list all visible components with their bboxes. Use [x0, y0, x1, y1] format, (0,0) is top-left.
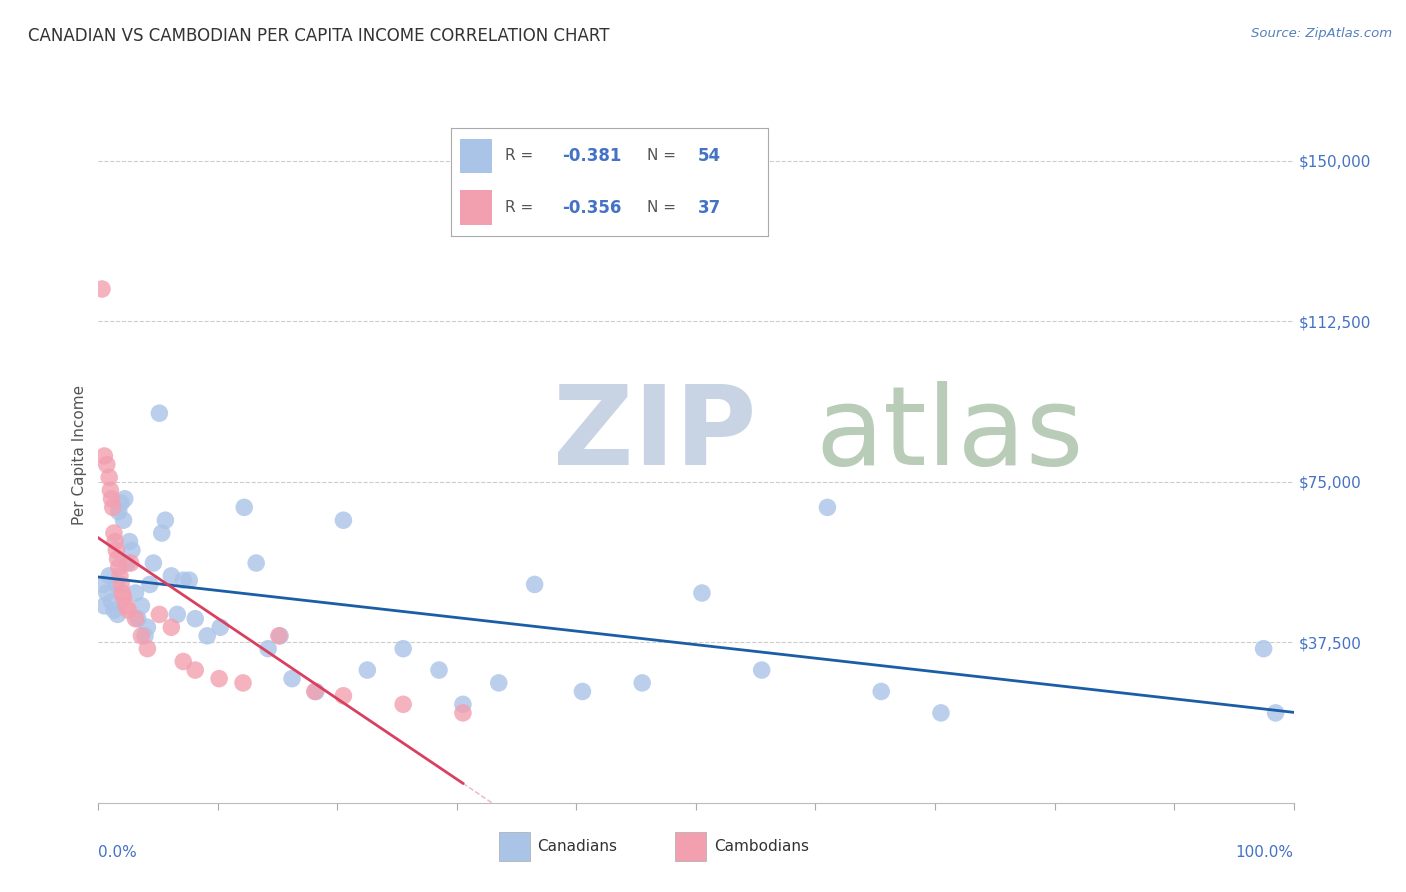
- Point: [91, 577, 114, 591]
- Point: [184, 612, 207, 626]
- Point: [245, 556, 267, 570]
- Point: [232, 676, 254, 690]
- Point: [195, 629, 218, 643]
- Point: [124, 586, 146, 600]
- Point: [392, 698, 415, 712]
- Point: [103, 526, 125, 541]
- Point: [91, 282, 114, 296]
- Point: [148, 607, 170, 622]
- Point: [107, 551, 129, 566]
- Point: [124, 612, 146, 626]
- Point: [108, 569, 131, 583]
- Point: [208, 672, 231, 686]
- Point: [488, 676, 510, 690]
- Point: [136, 641, 159, 656]
- Point: [117, 603, 139, 617]
- Point: [166, 607, 188, 622]
- Point: [115, 556, 138, 570]
- Point: [112, 513, 135, 527]
- Text: Source: ZipAtlas.com: Source: ZipAtlas.com: [1251, 27, 1392, 40]
- Y-axis label: Per Capita Income: Per Capita Income: [72, 384, 87, 525]
- Point: [100, 594, 122, 608]
- Point: [96, 586, 118, 600]
- Text: CANADIAN VS CAMBODIAN PER CAPITA INCOME CORRELATION CHART: CANADIAN VS CAMBODIAN PER CAPITA INCOME …: [28, 27, 610, 45]
- Point: [281, 672, 304, 686]
- Point: [98, 470, 121, 484]
- Point: [751, 663, 773, 677]
- Point: [451, 698, 474, 712]
- Point: [93, 599, 115, 613]
- Point: [1253, 641, 1275, 656]
- Point: [305, 684, 328, 698]
- Point: [93, 449, 115, 463]
- Point: [155, 513, 177, 527]
- Point: [121, 543, 143, 558]
- Point: [160, 620, 183, 634]
- Point: [332, 689, 354, 703]
- Point: [631, 676, 654, 690]
- Point: [104, 534, 127, 549]
- Point: [107, 560, 129, 574]
- Point: [148, 406, 170, 420]
- Point: [111, 586, 134, 600]
- Point: [120, 556, 142, 570]
- Point: [142, 556, 165, 570]
- Point: [160, 569, 183, 583]
- Point: [118, 534, 141, 549]
- Point: [96, 458, 118, 472]
- Point: [870, 684, 893, 698]
- Point: [150, 526, 173, 541]
- Point: [451, 706, 474, 720]
- Point: [523, 577, 546, 591]
- Point: [571, 684, 593, 698]
- Point: [107, 607, 129, 622]
- Point: [172, 655, 194, 669]
- Point: [304, 684, 326, 698]
- Point: [172, 573, 194, 587]
- Text: ZIP: ZIP: [553, 381, 756, 488]
- Point: [267, 629, 290, 643]
- Text: Cambodians: Cambodians: [714, 839, 810, 854]
- Point: [269, 629, 291, 643]
- Point: [139, 577, 162, 591]
- Point: [136, 620, 159, 634]
- Point: [100, 491, 122, 506]
- Text: atlas: atlas: [815, 381, 1084, 488]
- Text: 0.0%: 0.0%: [98, 845, 138, 860]
- Point: [114, 491, 136, 506]
- Point: [690, 586, 713, 600]
- Point: [209, 620, 232, 634]
- Point: [815, 500, 838, 515]
- Point: [98, 569, 121, 583]
- Point: [929, 706, 952, 720]
- Point: [131, 629, 153, 643]
- Point: [127, 612, 149, 626]
- Point: [112, 591, 135, 605]
- Point: [257, 641, 280, 656]
- Point: [98, 483, 122, 498]
- Text: Canadians: Canadians: [537, 839, 617, 854]
- Point: [107, 505, 129, 519]
- Point: [392, 641, 415, 656]
- Point: [110, 577, 132, 591]
- Point: [115, 599, 138, 613]
- Point: [427, 663, 450, 677]
- Point: [131, 599, 153, 613]
- Point: [179, 573, 201, 587]
- Point: [184, 663, 207, 677]
- Point: [103, 603, 125, 617]
- Point: [134, 629, 156, 643]
- Point: [110, 496, 132, 510]
- Point: [356, 663, 378, 677]
- Point: [101, 500, 124, 515]
- Text: 100.0%: 100.0%: [1236, 845, 1294, 860]
- Point: [332, 513, 354, 527]
- Point: [105, 543, 128, 558]
- Point: [1264, 706, 1286, 720]
- Point: [233, 500, 256, 515]
- Point: [105, 577, 128, 591]
